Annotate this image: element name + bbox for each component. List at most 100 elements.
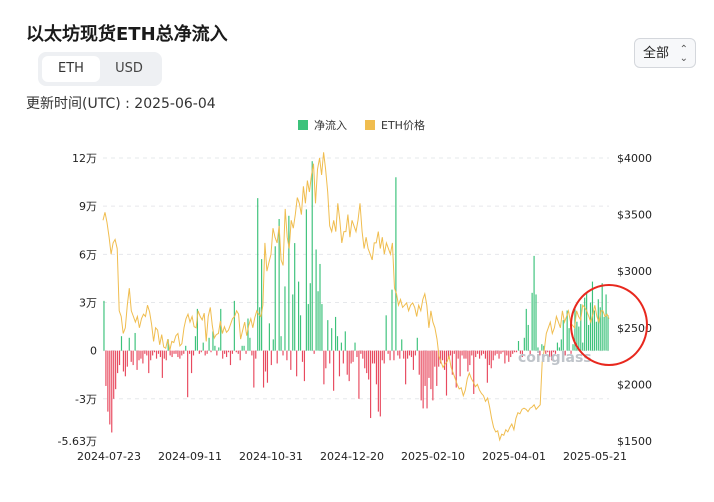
inflow-bar[interactable] bbox=[564, 350, 566, 356]
inflow-bar[interactable] bbox=[298, 281, 300, 351]
inflow-bar[interactable] bbox=[494, 350, 496, 356]
inflow-bar[interactable] bbox=[344, 331, 346, 351]
inflow-bar[interactable] bbox=[387, 350, 389, 354]
inflow-bar[interactable] bbox=[255, 350, 257, 359]
inflow-bar[interactable] bbox=[377, 350, 379, 412]
inflow-bar[interactable] bbox=[514, 350, 516, 353]
inflow-bar[interactable] bbox=[113, 350, 115, 399]
inflow-bar[interactable] bbox=[471, 350, 473, 356]
inflow-bar[interactable] bbox=[296, 350, 298, 377]
inflow-bar[interactable] bbox=[325, 350, 327, 369]
inflow-bar[interactable] bbox=[465, 350, 467, 359]
inflow-bar[interactable] bbox=[434, 350, 436, 367]
inflow-bar[interactable] bbox=[117, 350, 119, 374]
inflow-bar[interactable] bbox=[305, 209, 307, 351]
inflow-bar[interactable] bbox=[274, 246, 276, 351]
toggle-usd-button[interactable]: USD bbox=[115, 61, 143, 76]
inflow-bar[interactable] bbox=[227, 350, 230, 353]
inflow-bar[interactable] bbox=[212, 331, 214, 351]
inflow-bar[interactable] bbox=[140, 350, 142, 359]
inflow-bar[interactable] bbox=[251, 350, 253, 356]
inflow-bar[interactable] bbox=[401, 339, 403, 351]
inflow-bar[interactable] bbox=[189, 350, 191, 354]
inflow-bar[interactable] bbox=[527, 324, 529, 351]
inflow-bar[interactable] bbox=[233, 300, 235, 351]
inflow-bar[interactable] bbox=[292, 294, 294, 351]
inflow-bar[interactable] bbox=[408, 350, 411, 356]
inflow-bar[interactable] bbox=[461, 350, 463, 356]
inflow-bar[interactable] bbox=[496, 350, 498, 354]
inflow-bar[interactable] bbox=[124, 350, 126, 377]
inflow-bar[interactable] bbox=[157, 350, 160, 354]
inflow-bar[interactable] bbox=[356, 350, 358, 358]
inflow-bar[interactable] bbox=[368, 350, 370, 380]
inflow-bar[interactable] bbox=[196, 308, 198, 351]
inflow-bar[interactable] bbox=[445, 350, 448, 396]
inflow-bar[interactable] bbox=[138, 350, 140, 361]
inflow-bar[interactable] bbox=[276, 350, 278, 364]
inflow-bar[interactable] bbox=[486, 350, 488, 383]
inflow-bar[interactable] bbox=[282, 350, 284, 356]
inflow-bar[interactable] bbox=[153, 350, 156, 353]
inflow-bar[interactable] bbox=[525, 308, 527, 351]
inflow-bar[interactable] bbox=[463, 350, 465, 359]
inflow-bar[interactable] bbox=[264, 350, 267, 372]
inflow-bar[interactable] bbox=[171, 350, 173, 358]
inflow-bar[interactable] bbox=[517, 340, 520, 351]
inflow-bar[interactable] bbox=[490, 350, 492, 369]
inflow-bar[interactable] bbox=[375, 350, 378, 385]
inflow-bar[interactable] bbox=[459, 350, 461, 377]
inflow-bar[interactable] bbox=[469, 350, 471, 366]
inflow-bar[interactable] bbox=[442, 350, 444, 361]
inflow-bar[interactable] bbox=[118, 350, 121, 366]
inflow-bar[interactable] bbox=[313, 350, 315, 354]
inflow-bar[interactable] bbox=[126, 350, 128, 367]
inflow-bar[interactable] bbox=[225, 350, 228, 358]
inflow-bar[interactable] bbox=[508, 350, 510, 362]
inflow-bar[interactable] bbox=[410, 350, 413, 358]
inflow-bar[interactable] bbox=[161, 350, 163, 378]
inflow-bar[interactable] bbox=[301, 350, 304, 362]
inflow-bar[interactable] bbox=[331, 328, 333, 351]
legend-inflow-swatch[interactable] bbox=[298, 120, 308, 130]
inflow-bar[interactable] bbox=[204, 350, 206, 356]
inflow-bar[interactable] bbox=[323, 350, 325, 385]
inflow-bar[interactable] bbox=[194, 336, 197, 351]
inflow-bar[interactable] bbox=[572, 344, 574, 351]
legend-inflow-label[interactable]: 净流入 bbox=[314, 118, 347, 132]
inflow-bar[interactable] bbox=[214, 345, 216, 351]
inflow-bar[interactable] bbox=[405, 350, 407, 385]
inflow-bar[interactable] bbox=[358, 350, 360, 399]
inflow-bar[interactable] bbox=[366, 350, 368, 374]
inflow-bar[interactable] bbox=[245, 350, 247, 354]
inflow-bar[interactable] bbox=[148, 350, 150, 374]
inflow-bar[interactable] bbox=[206, 350, 208, 354]
inflow-bar[interactable] bbox=[558, 347, 560, 351]
inflow-bar[interactable] bbox=[428, 350, 430, 378]
inflow-bar[interactable] bbox=[562, 320, 564, 351]
inflow-bar[interactable] bbox=[136, 350, 138, 370]
inflow-bar[interactable] bbox=[239, 350, 241, 361]
inflow-bar[interactable] bbox=[348, 350, 350, 382]
inflow-bar[interactable] bbox=[406, 350, 409, 359]
inflow-bar[interactable] bbox=[422, 350, 424, 409]
inflow-bar[interactable] bbox=[190, 350, 193, 374]
inflow-bar[interactable] bbox=[329, 350, 331, 364]
inflow-bar[interactable] bbox=[449, 350, 451, 356]
inflow-bar[interactable] bbox=[122, 350, 125, 372]
inflow-bar[interactable] bbox=[531, 292, 533, 351]
inflow-bar[interactable] bbox=[502, 350, 504, 353]
inflow-bar[interactable] bbox=[307, 304, 309, 351]
legend-price-label[interactable]: ETH价格 bbox=[381, 118, 425, 132]
inflow-bar[interactable] bbox=[364, 350, 366, 369]
inflow-bar[interactable] bbox=[120, 336, 123, 351]
inflow-bar[interactable] bbox=[333, 350, 335, 391]
inflow-bar[interactable] bbox=[340, 342, 342, 351]
inflow-bar[interactable] bbox=[278, 218, 280, 351]
inflow-bar[interactable] bbox=[379, 350, 381, 417]
inflow-bar[interactable] bbox=[286, 350, 288, 361]
inflow-bar[interactable] bbox=[111, 350, 113, 433]
legend-price-swatch[interactable] bbox=[365, 120, 375, 130]
inflow-bar[interactable] bbox=[570, 350, 572, 354]
inflow-bar[interactable] bbox=[362, 350, 364, 359]
